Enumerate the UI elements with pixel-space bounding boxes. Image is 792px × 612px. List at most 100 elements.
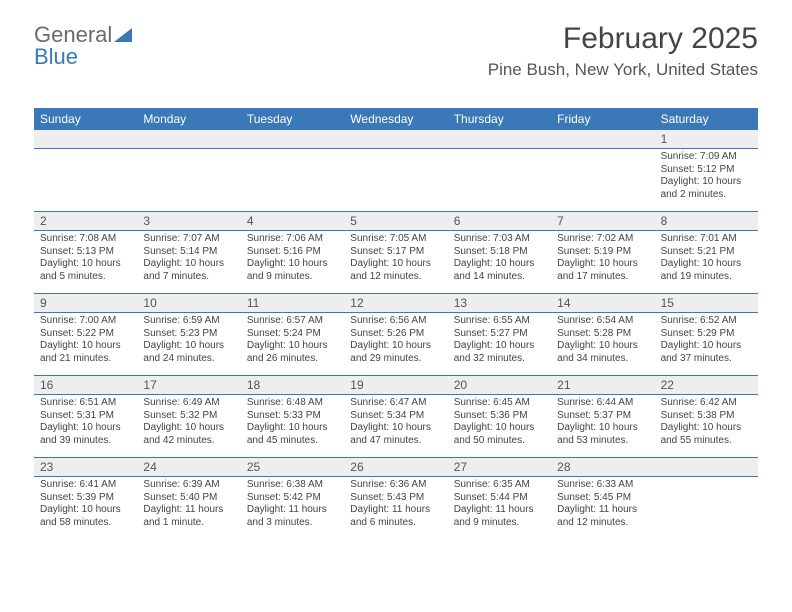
date-number: 19 [344,376,447,394]
daylight-text: and 9 minutes. [247,271,338,284]
daylight-text: and 14 minutes. [454,271,545,284]
sunset-text: Sunset: 5:17 PM [350,246,441,259]
date-number: 1 [655,130,758,148]
sunrise-text: Sunrise: 6:39 AM [143,479,234,492]
date-number: 12 [344,294,447,312]
sunrise-text: Sunrise: 6:59 AM [143,315,234,328]
sunset-text: Sunset: 5:19 PM [557,246,648,259]
sunset-text: Sunset: 5:18 PM [454,246,545,259]
day-cell: Sunrise: 6:44 AMSunset: 5:37 PMDaylight:… [551,395,654,457]
sunset-text: Sunset: 5:22 PM [40,328,131,341]
day-cell [551,149,654,211]
sunset-text: Sunset: 5:16 PM [247,246,338,259]
day-cell: Sunrise: 7:03 AMSunset: 5:18 PMDaylight:… [448,231,551,293]
sunset-text: Sunset: 5:36 PM [454,410,545,423]
sunset-text: Sunset: 5:39 PM [40,492,131,505]
date-number-row: 1 [34,130,758,149]
date-number [551,130,654,148]
sunrise-text: Sunrise: 7:09 AM [661,151,752,164]
daylight-text: and 53 minutes. [557,435,648,448]
daylight-text: Daylight: 10 hours [557,422,648,435]
daylight-text: Daylight: 11 hours [350,504,441,517]
date-number: 9 [34,294,137,312]
sunset-text: Sunset: 5:42 PM [247,492,338,505]
sunrise-text: Sunrise: 7:00 AM [40,315,131,328]
daylight-text: and 34 minutes. [557,353,648,366]
day-cell: Sunrise: 7:02 AMSunset: 5:19 PMDaylight:… [551,231,654,293]
date-number: 8 [655,212,758,230]
day-cell: Sunrise: 7:01 AMSunset: 5:21 PMDaylight:… [655,231,758,293]
daylight-text: and 5 minutes. [40,271,131,284]
sunrise-text: Sunrise: 6:56 AM [350,315,441,328]
date-number: 2 [34,212,137,230]
sunrise-text: Sunrise: 7:03 AM [454,233,545,246]
daylight-text: Daylight: 10 hours [454,340,545,353]
daylight-text: and 12 minutes. [350,271,441,284]
daylight-text: Daylight: 10 hours [350,258,441,271]
day-cell: Sunrise: 6:52 AMSunset: 5:29 PMDaylight:… [655,313,758,375]
week-row: 2345678Sunrise: 7:08 AMSunset: 5:13 PMDa… [34,211,758,293]
daylight-text: and 42 minutes. [143,435,234,448]
daylight-text: and 7 minutes. [143,271,234,284]
daylight-text: Daylight: 10 hours [40,504,131,517]
sunrise-text: Sunrise: 6:49 AM [143,397,234,410]
daylight-text: Daylight: 10 hours [557,258,648,271]
date-number [137,130,240,148]
date-number: 13 [448,294,551,312]
sunrise-text: Sunrise: 6:57 AM [247,315,338,328]
date-number-row: 16171819202122 [34,376,758,395]
sunrise-text: Sunrise: 6:42 AM [661,397,752,410]
day-header: Sunday [34,108,137,130]
day-cell [34,149,137,211]
date-number: 10 [137,294,240,312]
location-subtitle: Pine Bush, New York, United States [488,60,758,80]
date-number: 25 [241,458,344,476]
daylight-text: and 26 minutes. [247,353,338,366]
week-body: Sunrise: 7:00 AMSunset: 5:22 PM Daylight:… [34,313,758,375]
date-number [34,130,137,148]
daylight-text: and 3 minutes. [247,517,338,530]
daylight-text: and 19 minutes. [661,271,752,284]
daylight-text: Daylight: 10 hours [454,258,545,271]
page-header: February 2025 Pine Bush, New York, Unite… [488,22,758,80]
date-number: 28 [551,458,654,476]
daylight-text: and 50 minutes. [454,435,545,448]
sunset-text: Sunset: 5:31 PM [40,410,131,423]
day-cell: Sunrise: 6:39 AMSunset: 5:40 PMDaylight:… [137,477,240,539]
date-number: 22 [655,376,758,394]
daylight-text: Daylight: 10 hours [143,340,234,353]
day-cell [241,149,344,211]
sunset-text: Sunset: 5:43 PM [350,492,441,505]
sunset-text: Sunset: 5:40 PM [143,492,234,505]
date-number: 16 [34,376,137,394]
sunrise-text: Sunrise: 6:36 AM [350,479,441,492]
day-cell: Sunrise: 6:38 AMSunset: 5:42 PMDaylight:… [241,477,344,539]
sunrise-text: Sunrise: 6:45 AM [454,397,545,410]
date-number: 4 [241,212,344,230]
daylight-text: and 47 minutes. [350,435,441,448]
sunrise-text: Sunrise: 6:55 AM [454,315,545,328]
brand-logo: General Blue [34,24,134,68]
day-cell: Sunrise: 6:42 AMSunset: 5:38 PMDaylight:… [655,395,758,457]
daylight-text: and 6 minutes. [350,517,441,530]
week-row: 16171819202122Sunrise: 6:51 AMSunset: 5:… [34,375,758,457]
day-cell [344,149,447,211]
day-cell: Sunrise: 6:55 AMSunset: 5:27 PMDaylight:… [448,313,551,375]
day-cell: Sunrise: 6:36 AMSunset: 5:43 PMDaylight:… [344,477,447,539]
sunrise-text: Sunrise: 6:48 AM [247,397,338,410]
daylight-text: and 17 minutes. [557,271,648,284]
day-cell: Sunrise: 6:54 AMSunset: 5:28 PMDaylight:… [551,313,654,375]
sunset-text: Sunset: 5:37 PM [557,410,648,423]
week-row: 9101112131415Sunrise: 7:00 AMSunset: 5:2… [34,293,758,375]
date-number: 14 [551,294,654,312]
date-number [655,458,758,476]
daylight-text: Daylight: 10 hours [661,176,752,189]
sunrise-text: Sunrise: 6:41 AM [40,479,131,492]
day-cell: Sunrise: 6:33 AMSunset: 5:45 PMDaylight:… [551,477,654,539]
day-cell: Sunrise: 6:49 AMSunset: 5:32 PMDaylight:… [137,395,240,457]
week-body: Sunrise: 6:51 AMSunset: 5:31 PMDaylight:… [34,395,758,457]
week-body: Sunrise: 7:08 AMSunset: 5:13 PMDaylight:… [34,231,758,293]
date-number [344,130,447,148]
daylight-text: Daylight: 10 hours [350,422,441,435]
date-number: 5 [344,212,447,230]
